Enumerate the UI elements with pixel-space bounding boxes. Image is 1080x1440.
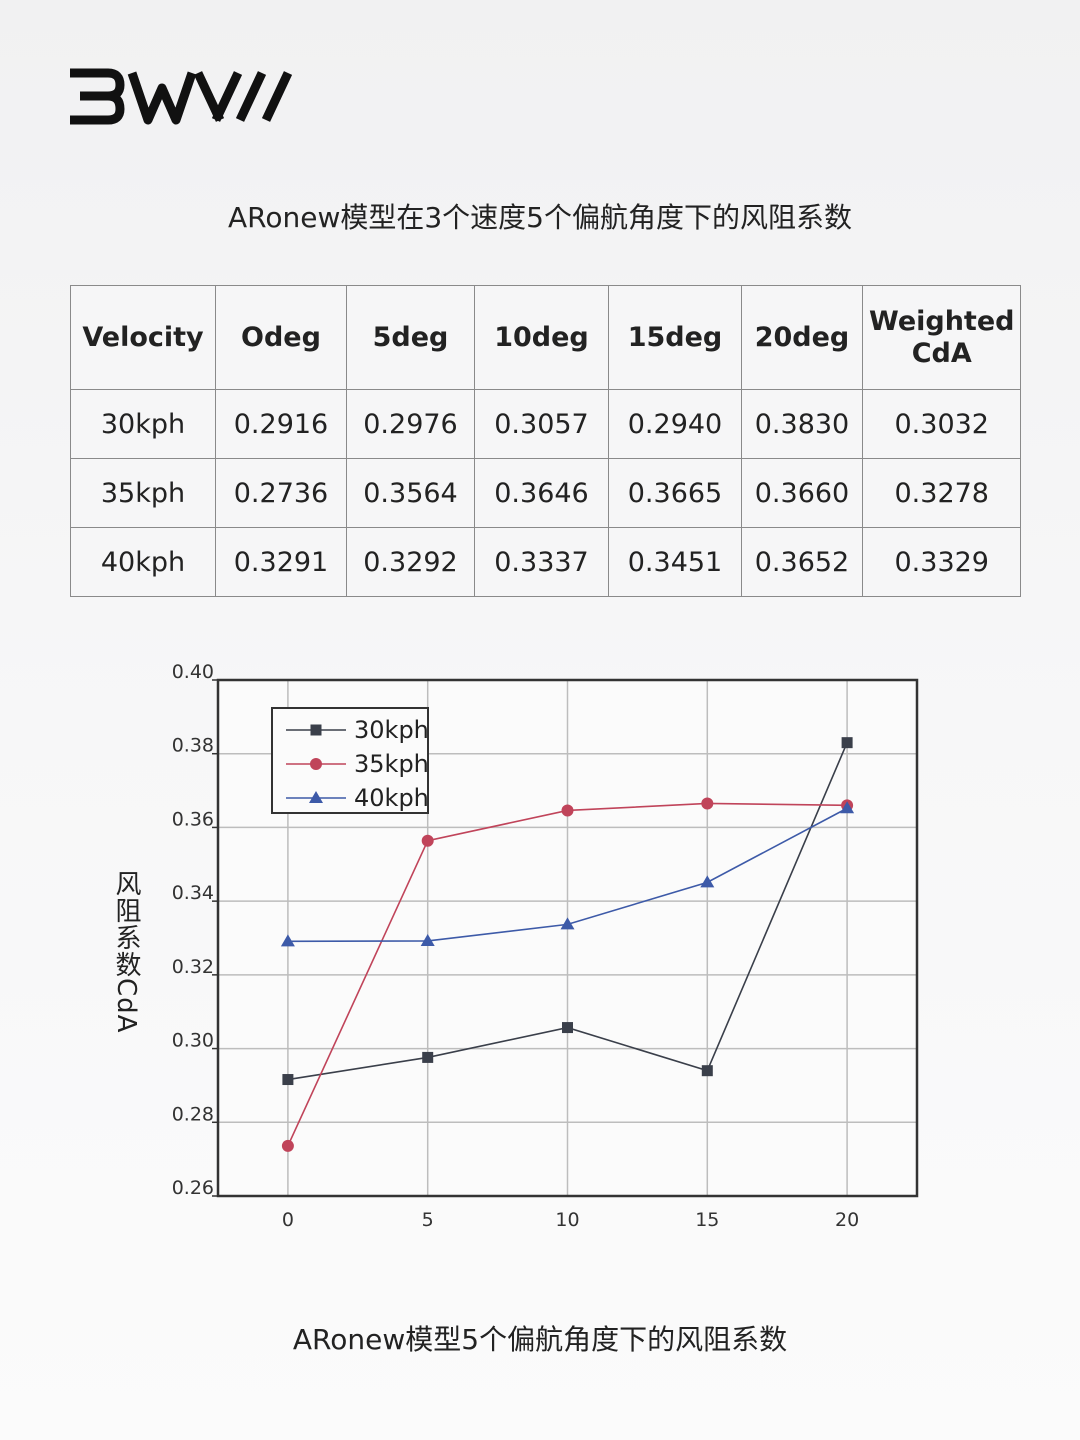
header-cell: 15deg	[608, 285, 742, 390]
table-cell: 0.3830	[741, 389, 863, 459]
table-cell: 35kph	[70, 458, 216, 528]
y-tick-label: 0.34	[172, 882, 214, 904]
header-cell: Velocity	[70, 285, 216, 390]
table-cell: 30kph	[70, 389, 216, 459]
table-cell: 0.3665	[608, 458, 742, 528]
chart: 0.26 0.28 0.30 0.32 0.34 0.36 0.38 0.40 0 5 10 15 20…	[172, 661, 919, 1231]
legend-box	[271, 707, 429, 814]
marker	[841, 737, 853, 749]
y-tick-label: 0.40	[172, 661, 214, 683]
table-cell: 0.3291	[215, 527, 347, 597]
table-row: 40kph 0.3291 0.3292 0.3337 0.3451 0.3652 0.332…	[70, 527, 1022, 597]
table-cell: 0.3278	[861, 458, 1022, 528]
legend: 30kph 35kph 40kph	[271, 707, 429, 814]
legend-marker	[310, 758, 322, 770]
table-cell: 0.3451	[608, 527, 742, 597]
caption: ARonew模型5个偏航角度下的风阻系数	[292, 1323, 788, 1356]
header-cell: 5deg	[346, 285, 475, 390]
marker	[840, 801, 855, 814]
table-cell: 0.3652	[741, 527, 863, 597]
y-tick-label: 0.36	[172, 808, 214, 830]
table-cell: 0.3337	[474, 527, 609, 597]
legend-marker	[310, 724, 322, 736]
table-cell: 0.3660	[741, 458, 863, 528]
table-cell: 0.3646	[474, 458, 609, 528]
marker	[421, 834, 434, 847]
table-cell: 0.2940	[608, 389, 742, 459]
table-cell: 0.3564	[346, 458, 475, 528]
x-tick-label: 5	[422, 1209, 434, 1231]
table-cell: 0.2736	[215, 458, 347, 528]
marker	[562, 1022, 573, 1034]
marker	[282, 1074, 294, 1086]
plot-frame	[216, 678, 919, 1198]
table-cell: 40kph	[70, 527, 216, 597]
table-cell: 0.3057	[474, 389, 609, 459]
table-cell: 0.2916	[215, 389, 347, 459]
header-cell: 20deg	[741, 285, 863, 390]
data-table: Velocity Odeg 5deg 10deg 15deg 20deg Weighted …	[70, 285, 1022, 597]
marker	[701, 797, 714, 810]
table-row: 30kph 0.2916 0.2976 0.3057 0.2940 0.3830 0.303…	[70, 389, 1022, 459]
x-tick-label: 10	[555, 1209, 579, 1231]
header-row: Velocity Odeg 5deg 10deg 15deg 20deg Weighted …	[70, 285, 1022, 390]
header-cell: Weighted CdA	[861, 285, 1022, 390]
legend-marker	[309, 791, 323, 803]
marker	[422, 1051, 434, 1063]
legend-label: 40kph	[354, 784, 429, 812]
x-tick-label: 20	[835, 1209, 859, 1231]
table-cell: 0.2976	[346, 389, 475, 459]
table-cell: 0.3032	[861, 389, 1022, 459]
header-cell: Odeg	[215, 285, 347, 390]
marker	[281, 1139, 294, 1152]
table-row: 35kph 0.2736 0.3564 0.3646 0.3665 0.3660 0.327…	[70, 458, 1022, 528]
table-cell: 0.3329	[861, 527, 1022, 597]
marker	[280, 934, 295, 947]
legend-label: 30kph	[354, 716, 429, 744]
table-cell: 0.3292	[346, 527, 475, 597]
y-tick-label: 0.26	[172, 1177, 214, 1199]
marker	[701, 1065, 713, 1077]
marker	[561, 804, 574, 817]
y-tick-label: 0.38	[172, 735, 214, 757]
y-axis-label: 风阻系数CdA	[111, 870, 141, 1034]
title: ARonew模型在3个速度5个偏航角度下的风阻系数	[228, 201, 852, 234]
y-tick-label: 0.32	[172, 956, 214, 978]
header-cell: 10deg	[474, 285, 609, 390]
marker	[560, 917, 575, 930]
marker	[420, 933, 435, 946]
logo	[70, 68, 293, 125]
marker	[700, 875, 715, 888]
legend-label: 35kph	[354, 750, 429, 778]
y-tick-label: 0.28	[172, 1103, 214, 1125]
x-tick-label: 15	[695, 1209, 719, 1231]
y-tick-label: 0.30	[172, 1030, 214, 1052]
x-tick-label: 0	[282, 1209, 294, 1231]
